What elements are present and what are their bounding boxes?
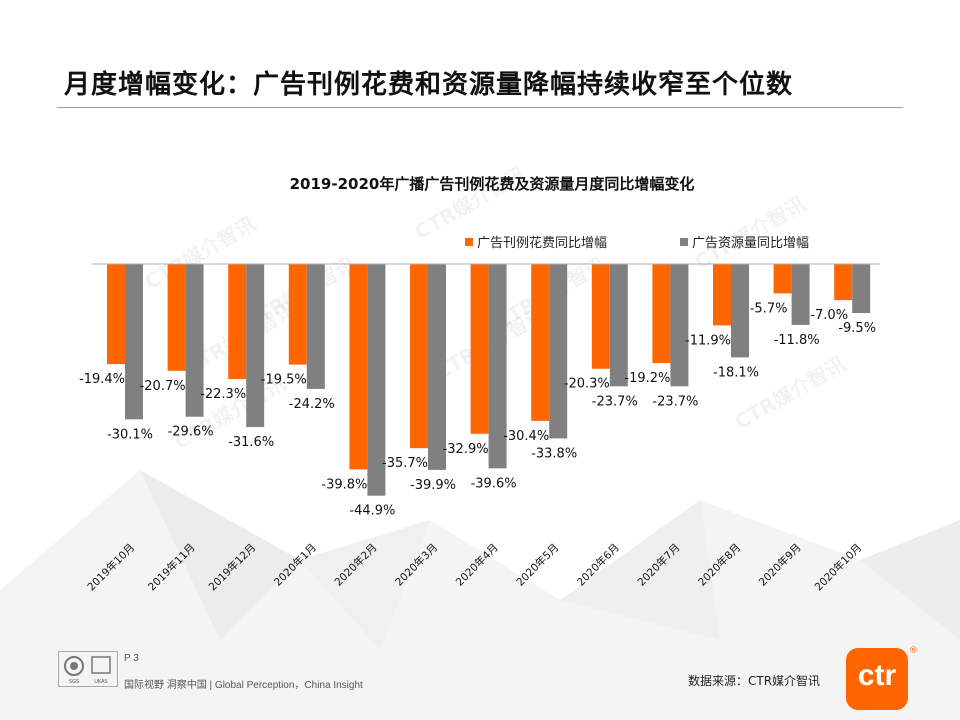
bar-spend (167, 264, 186, 371)
legend-swatch-resource (680, 238, 688, 246)
data-label-resource: -9.5% (838, 321, 876, 336)
bar-chart: 2019-2020年广播广告刊例花费及资源量月度同比增幅变化 广告刊例花费同比增… (79, 162, 880, 593)
data-label-resource: -18.1% (713, 365, 759, 380)
chart-legend: 广告刊例花费同比增幅 广告资源量同比增幅 (465, 235, 809, 251)
watermark-text: CTR媒介智讯 (731, 352, 850, 435)
data-label-spend: -11.9% (685, 333, 731, 348)
x-tick-label: 2020年10月 (812, 541, 864, 593)
x-tick-label: 2020年1月 (271, 541, 319, 589)
bar-spend (288, 264, 307, 365)
data-label-spend: -32.9% (443, 442, 489, 457)
data-label-spend: -19.4% (79, 372, 125, 387)
chart-title: 2019-2020年广播广告刊例花费及资源量月度同比增幅变化 (290, 175, 695, 193)
x-tick-label: 2020年9月 (756, 541, 804, 589)
bar-resource (791, 264, 810, 325)
page-number: P 3 (124, 653, 139, 664)
data-label-resource: -33.8% (531, 446, 577, 461)
bar-spend (652, 264, 671, 364)
bar-spend (228, 264, 247, 380)
bar-resource (428, 264, 446, 470)
data-label-resource: -23.7% (652, 394, 698, 409)
data-label-resource: -39.6% (471, 476, 517, 491)
bar-spend (531, 264, 550, 421)
bar-resource (670, 264, 689, 387)
data-label-resource: -11.8% (774, 333, 820, 348)
x-axis-tick-labels: 2019年10月 2019年11月 2019年12月 2020年1月 2020年2月 20… (85, 541, 865, 593)
bar-spend (107, 264, 125, 365)
data-label-resource: -31.6% (228, 435, 274, 450)
bar-resource (125, 264, 143, 420)
bar-resource (852, 264, 871, 314)
data-label-spend: -20.3% (564, 377, 610, 392)
registered-mark: ® (909, 646, 918, 656)
data-source: 数据来源：CTR媒介智讯 (688, 674, 821, 688)
bar-spend (834, 264, 853, 301)
bar-spend (773, 264, 792, 294)
data-label-spend: -39.8% (321, 477, 367, 492)
bar-resource (488, 264, 507, 469)
data-label-resource: -30.1% (107, 427, 153, 442)
data-label-spend: -7.0% (810, 308, 848, 323)
bar-resource (731, 264, 749, 358)
bar-resource (367, 264, 386, 496)
bar-resource (306, 264, 325, 389)
x-tick-label: 2019年11月 (145, 541, 197, 593)
x-tick-label: 2019年10月 (85, 541, 137, 593)
data-label-spend: -5.7% (750, 301, 788, 316)
x-tick-label: 2019年12月 (206, 541, 258, 593)
footer-tagline: 国际视野 洞察中国 | Global Perception，China Insi… (124, 680, 363, 691)
data-label-spend: -30.4% (503, 429, 549, 444)
legend-swatch-spend (465, 238, 473, 246)
legend-label-spend: 广告刊例花费同比增幅 (477, 235, 607, 251)
x-tick-label: 2020年2月 (332, 541, 380, 589)
bar-spend (470, 264, 489, 434)
x-tick-label: 2020年6月 (574, 541, 622, 589)
bar-spend (410, 264, 428, 449)
bar-spend (349, 264, 368, 470)
data-label-spend: -19.5% (261, 373, 307, 388)
data-label-resource: -29.6% (168, 425, 214, 440)
data-label-spend: -35.7% (382, 456, 428, 471)
bar-resource (246, 264, 265, 428)
x-tick-label: 2020年8月 (695, 541, 743, 589)
bar-resource (185, 264, 204, 417)
data-label-spend: -22.3% (200, 387, 246, 402)
title-divider (57, 107, 903, 108)
data-label-resource: -24.2% (289, 397, 335, 412)
data-label-spend: -20.7% (140, 379, 186, 394)
x-tick-label: 2020年4月 (453, 541, 501, 589)
data-label-resource: -23.7% (592, 394, 638, 409)
ctr-logo-text: ctr (857, 659, 897, 692)
x-tick-label: 2020年7月 (635, 541, 683, 589)
x-tick-label: 2020年3月 (392, 541, 440, 589)
cert-label-sgs: SGS (69, 679, 79, 685)
watermark-text: CTR媒介智讯 (691, 192, 810, 275)
page-title: 月度增幅变化：广告刊例花费和资源量降幅持续收窄至个位数 (64, 70, 794, 100)
bar-resource (609, 264, 628, 387)
x-tick-label: 2020年5月 (514, 541, 562, 589)
certification-logos: SGS UKAS (58, 651, 118, 687)
bar-spend (713, 264, 731, 326)
data-label-spend: -19.2% (624, 371, 670, 386)
cert-label-ukas: UKAS (94, 679, 107, 685)
ctr-logo: ctr (846, 648, 908, 710)
bar-spend (591, 264, 610, 369)
data-label-resource: -44.9% (349, 504, 395, 519)
legend-label-resource: 广告资源量同比增幅 (692, 236, 809, 251)
bar-series (107, 264, 871, 496)
bar-resource (549, 264, 568, 439)
data-label-resource: -39.9% (410, 478, 456, 493)
data-labels: -19.4% -30.1% -20.7% -29.6% -22.3% -31.6% -19.… (79, 301, 876, 518)
